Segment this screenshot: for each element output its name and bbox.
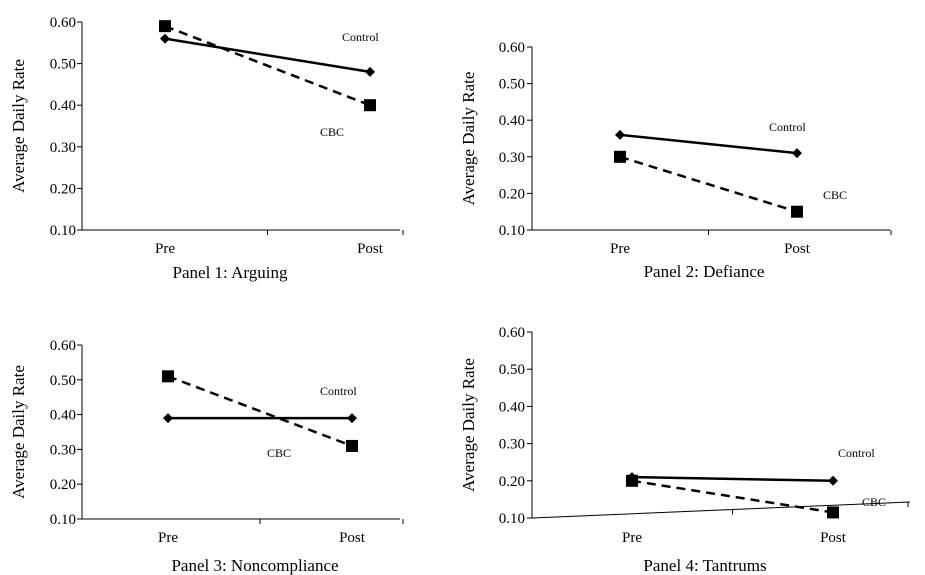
data-point-cbc (827, 506, 839, 519)
data-point-cbc (791, 205, 803, 218)
y-tick-label: 0.20 (499, 186, 525, 202)
data-point-control (163, 413, 173, 424)
series-line-cbc (164, 24, 371, 107)
data-point-control (828, 475, 838, 486)
y-tick-label: 0.50 (50, 57, 76, 73)
data-point-control (347, 413, 357, 424)
y-tick-label: 0.10 (50, 512, 76, 528)
data-point-cbc (364, 99, 376, 112)
panel-caption: Panel 4: Tantrums (643, 556, 766, 575)
y-tick-label: 0.50 (50, 373, 76, 389)
series-label-control: Control (838, 446, 875, 460)
data-point-control (365, 66, 375, 77)
y-tick-label: 0.60 (50, 15, 76, 31)
series-line-cbc (619, 155, 798, 213)
panel-caption: Panel 3: Noncompliance (171, 556, 338, 575)
y-tick-label: 0.30 (50, 140, 76, 156)
series-line-control (631, 475, 834, 483)
y-axis-label: Average Daily Rate (459, 358, 478, 492)
series-label-control: Control (342, 30, 379, 44)
panel-caption: Panel 1: Arguing (173, 263, 288, 282)
y-tick-label: 0.40 (50, 98, 76, 114)
panel-caption: Panel 2: Defiance (644, 262, 765, 281)
y-tick-label: 0.40 (499, 399, 525, 415)
data-point-cbc (346, 439, 358, 452)
y-tick-label: 0.30 (50, 442, 76, 458)
x-tick-label: Post (820, 530, 847, 546)
y-tick-label: 0.10 (50, 223, 76, 239)
data-point-cbc (159, 20, 171, 33)
y-tick-label: 0.40 (499, 113, 525, 129)
chart-panel-2: 0.10 0.20 0.30 0.40 0.50 0.60 Pre Post Average D… (459, 40, 892, 281)
chart-panel-1: 0.10 0.20 0.30 0.40 0.50 0.60 Pre Post Average D… (9, 15, 404, 282)
y-axis-label: Average Daily Rate (9, 365, 28, 499)
x-tick-label: Post (339, 530, 366, 546)
y-tick-label: 0.30 (499, 437, 525, 453)
y-tick-label: 0.30 (499, 150, 525, 166)
y-tick-label: 0.10 (499, 223, 525, 239)
x-tick-label: Post (784, 241, 811, 257)
data-point-cbc (162, 370, 174, 383)
y-tick-label: 0.50 (499, 362, 525, 378)
chart-panel-4: 0.10 0.20 0.30 0.40 0.50 0.60 Pre Post Average D… (459, 325, 911, 575)
x-tick-label: Pre (610, 241, 630, 257)
series-label-cbc: CBC (862, 495, 886, 509)
y-axis-label: Average Daily Rate (459, 72, 478, 206)
y-tick-label: 0.20 (499, 474, 525, 490)
data-point-control (792, 148, 802, 159)
y-tick-label: 0.40 (50, 408, 76, 424)
data-point-control (160, 33, 170, 44)
y-axis-label: Average Daily Rate (9, 59, 28, 193)
y-tick-label: 0.50 (499, 77, 525, 93)
series-label-cbc: CBC (823, 188, 847, 202)
data-point-control (615, 129, 625, 140)
x-tick-label: Pre (158, 530, 178, 546)
series-label-control: Control (320, 384, 357, 398)
data-point-cbc (626, 474, 638, 487)
y-tick-label: 0.60 (50, 338, 76, 354)
series-line-control (619, 133, 798, 155)
series-line-cbc (167, 375, 353, 448)
y-tick-label: 0.60 (499, 40, 525, 56)
x-tick-label: Pre (155, 241, 175, 257)
chart-panel-3: 0.10 0.20 0.30 0.40 0.50 0.60 Pre Post Average D… (9, 338, 404, 575)
y-tick-label: 0.20 (50, 477, 76, 493)
series-label-cbc: CBC (267, 446, 291, 460)
series-label-control: Control (769, 120, 806, 134)
x-tick-label: Post (357, 241, 384, 257)
series-line-cbc (631, 479, 834, 514)
y-tick-label: 0.20 (50, 181, 76, 197)
x-tick-label: Pre (622, 530, 642, 546)
series-line-control (164, 37, 371, 74)
data-point-cbc (614, 150, 626, 163)
y-tick-label: 0.10 (499, 511, 525, 527)
x-axis-line (531, 501, 911, 519)
y-tick-label: 0.60 (499, 325, 525, 341)
series-label-cbc: CBC (320, 125, 344, 139)
